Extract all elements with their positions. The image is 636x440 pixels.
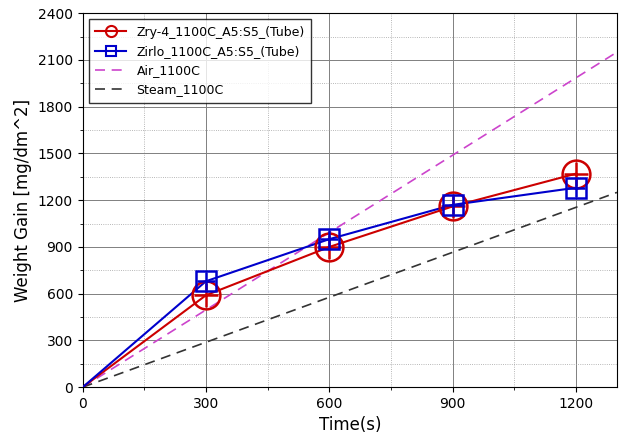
Y-axis label: Weight Gain [mg/dm^2]: Weight Gain [mg/dm^2]: [14, 99, 32, 302]
Legend: Zry-4_1100C_A5:S5_(Tube), Zirlo_1100C_A5:S5_(Tube), Air_1100C, Steam_1100C: Zry-4_1100C_A5:S5_(Tube), Zirlo_1100C_A5…: [89, 19, 311, 103]
X-axis label: Time(s): Time(s): [319, 417, 381, 434]
